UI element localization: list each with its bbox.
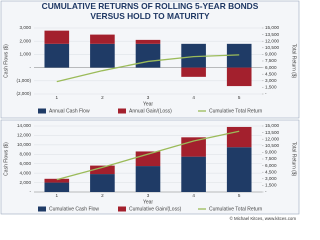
x-tick-label: 2 [101,95,104,100]
x-tick-label: 5 [238,193,241,198]
x-tick-label: 4 [192,193,195,198]
y2-tick-label: 9,000 [265,52,277,57]
y-tick-label: - [29,189,31,194]
y-tick-label: (1,000) [16,78,31,83]
bar [135,39,161,44]
bar [90,165,115,175]
legend-label: Annual Cash Flow [49,108,90,114]
bar [135,166,161,192]
legend-swatch [118,108,126,114]
x-tick-label: 3 [147,193,150,198]
page: {"title":"CUMULATIVE RETURNS OF ROLLING … [0,0,300,223]
y-tick-label: (2,000) [16,91,31,96]
y-tick-label: 3,000 [20,25,32,30]
x-tick-label: 1 [56,193,59,198]
x-tick-label: 3 [147,95,150,100]
x-tick-label: 1 [56,95,59,100]
y-tick-label: - [29,65,31,70]
y-tick-label: 12,000 [17,133,31,138]
y-axis-title: Cash Flows ($) [3,44,9,78]
y2-tick-label: 12,000 [265,136,279,141]
bar [181,43,206,68]
y-tick-label: 2,000 [20,38,32,43]
legend-swatch [38,206,46,212]
y2-tick-label: 10,500 [265,45,279,50]
legend-label: Cumulative Total Return [209,108,262,114]
bar [135,151,161,167]
y2-tick-label: 13,500 [265,32,279,37]
credit: © Michael Kitces, www.kitces.com [230,216,297,221]
y-tick-label: 4,000 [20,170,32,175]
legend-label: Cumulative Cash Flow [49,206,99,212]
bar [90,34,115,44]
y2-tick-label: - [265,189,267,194]
chart: CUMULATIVE RETURNS OF ROLLING 5-YEAR BON… [0,0,300,223]
x-tick-label: 4 [192,95,195,100]
legend-label: Annual Gain/(Loss) [129,108,172,114]
chart-title: VERSUS HOLD TO MATURITY [90,11,210,21]
x-tick-label: 5 [238,95,241,100]
y2-tick-label: 7,500 [265,58,277,63]
bar [226,126,252,148]
y2-tick-label: 6,000 [265,163,277,168]
y2-tick-label: 9,000 [265,150,277,155]
y-tick-label: 6,000 [20,161,32,166]
line [56,130,240,181]
x-axis-title: Year [143,199,153,205]
y2-tick-label: 1,500 [265,183,277,188]
y2-tick-label: 15,000 [265,123,279,128]
y2-tick-label: 4,500 [265,169,277,174]
bar [181,67,206,77]
legend-swatch [38,108,46,114]
legend-label: Cumulative Gain/(Loss) [129,206,182,212]
bar [226,43,252,68]
y-tick-label: 8,000 [20,152,32,157]
y2-tick-label: 3,000 [265,78,277,83]
y2-tick-label: 7,500 [265,156,277,161]
y2-tick-label: 13,500 [265,130,279,135]
bar [181,156,206,192]
x-tick-label: 2 [101,193,104,198]
y2-tick-label: 15,000 [265,25,279,30]
bar [44,43,70,68]
legend-label: Cumulative Total Return [209,206,262,212]
line [56,54,240,83]
bar [44,30,70,44]
bar [181,137,206,157]
bar [226,67,252,87]
legend-swatch [118,206,126,212]
y-tick-label: 2,000 [20,180,32,185]
chart-title: CUMULATIVE RETURNS OF ROLLING 5-YEAR BON… [42,1,259,11]
bar [44,178,70,183]
y2-tick-label: 4,500 [265,71,277,76]
bar [90,174,115,192]
y2-tick-label: 10,500 [265,143,279,148]
y-tick-label: 14,000 [17,123,31,128]
y2-tick-label: - [265,91,267,96]
y-tick-label: 1,000 [20,52,32,57]
y2-tick-label: 3,000 [265,176,277,181]
y2-axis-title: Total Return ($) [291,142,297,177]
y-axis-title: Cash Flows ($) [3,142,9,176]
x-axis-title: Year [143,101,153,107]
bar [135,43,161,68]
bar [44,182,70,192]
bar [90,43,115,68]
y2-tick-label: 12,000 [265,38,279,43]
bar [226,147,252,192]
y-tick-label: 10,000 [17,142,31,147]
y2-axis-title: Total Return ($) [291,44,297,79]
y2-tick-label: 1,500 [265,85,277,90]
y2-tick-label: 6,000 [265,65,277,70]
